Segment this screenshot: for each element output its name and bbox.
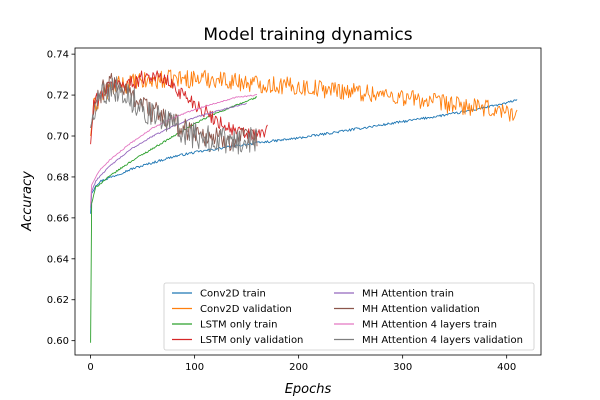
series-line-5 xyxy=(90,102,247,208)
legend-label: LSTM only train xyxy=(200,320,277,331)
y-tick-label: 0.70 xyxy=(47,132,69,143)
y-axis-label: Accuracy xyxy=(20,171,35,232)
y-tick-label: 0.60 xyxy=(47,336,69,347)
x-axis-label: Epochs xyxy=(285,382,332,397)
plot-frame xyxy=(74,47,542,356)
legend-label: MH Attention 4 layers validation xyxy=(362,335,523,346)
legend-item: LSTM only validation xyxy=(172,335,303,346)
legend: Conv2D train Conv2D validation LSTM only t… xyxy=(163,282,535,351)
legend-label: Conv2D train xyxy=(200,289,266,300)
legend-label: MH Attention validation xyxy=(362,304,480,315)
y-tick-label: 0.66 xyxy=(47,213,69,224)
legend-item: LSTM only train xyxy=(172,320,277,331)
legend-label: Conv2D validation xyxy=(200,304,292,315)
chart-title: Model training dynamics xyxy=(203,25,412,45)
y-axis-ticks: 0.60 0.62 0.64 0.66 0.68 0.70 0.72 0.74 xyxy=(47,50,75,347)
series-line-8 xyxy=(90,76,258,155)
y-tick-label: 0.62 xyxy=(47,295,69,306)
x-axis-ticks: 0 100 200 300 400 xyxy=(87,355,516,373)
legend-label: LSTM only validation xyxy=(200,335,303,346)
legend-item: MH Attention train xyxy=(334,289,454,300)
x-tick-label: 400 xyxy=(497,362,516,373)
y-tick-label: 0.64 xyxy=(47,254,69,265)
legend-item: MH Attention validation xyxy=(334,304,480,315)
x-tick-label: 0 xyxy=(87,362,93,373)
legend-item: Conv2D validation xyxy=(172,304,292,315)
legend-label: MH Attention train xyxy=(362,289,454,300)
legend-item: MH Attention 4 layers train xyxy=(334,320,497,331)
legend-item: MH Attention 4 layers validation xyxy=(334,335,523,346)
legend-label: MH Attention 4 layers train xyxy=(362,320,497,331)
series-line-1 xyxy=(90,99,518,214)
legend-item: Conv2D train xyxy=(172,289,266,300)
y-tick-label: 0.68 xyxy=(47,172,69,183)
series-line-2 xyxy=(90,69,518,137)
legend-box xyxy=(163,282,535,351)
y-tick-label: 0.72 xyxy=(47,91,69,102)
x-tick-label: 100 xyxy=(185,362,204,373)
x-tick-label: 300 xyxy=(393,362,412,373)
y-tick-label: 0.74 xyxy=(47,50,69,61)
plot-lines xyxy=(90,69,518,343)
x-tick-label: 200 xyxy=(289,362,308,373)
